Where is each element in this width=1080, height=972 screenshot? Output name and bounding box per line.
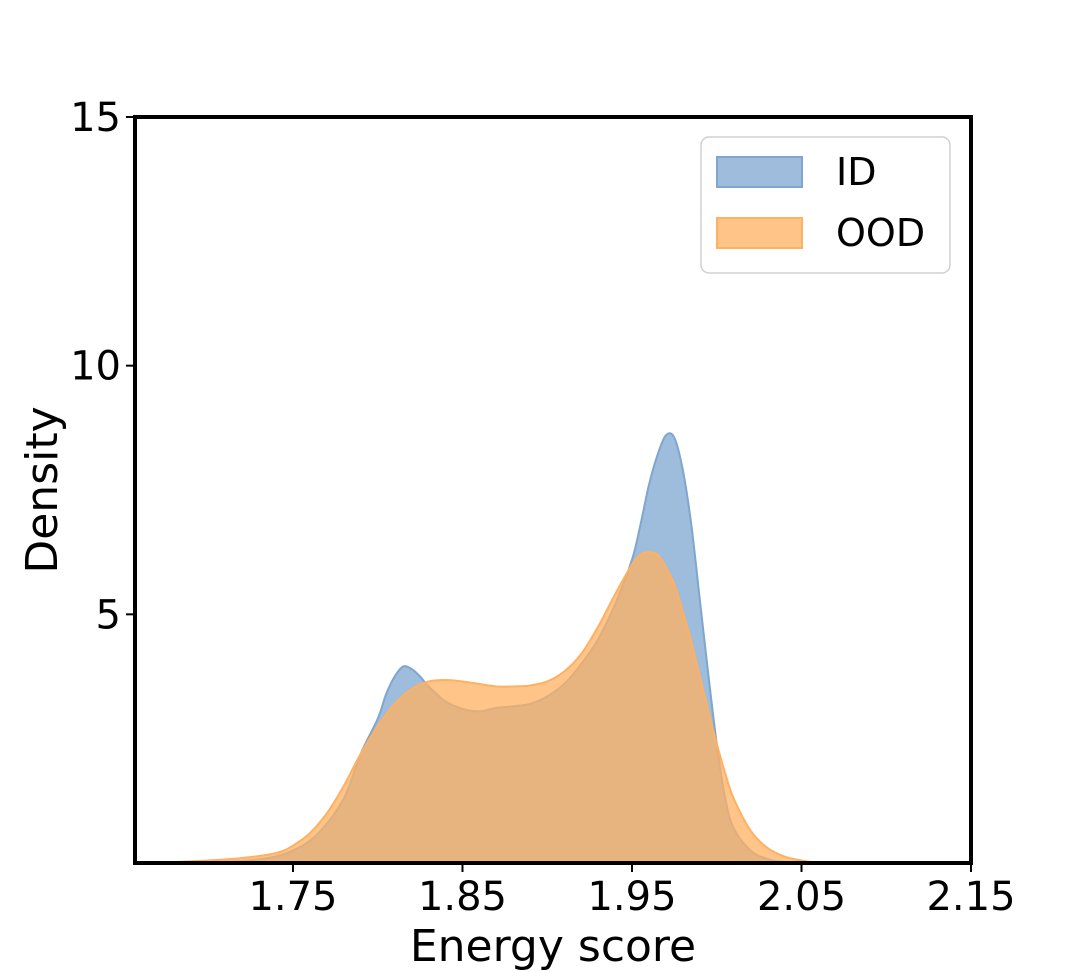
legend-swatch-ood (716, 217, 803, 249)
legend-label-id: ID (836, 150, 876, 194)
axis-ticks: 1.75 1.85 1.95 2.05 2.15 5 10 15 (70, 95, 1015, 920)
x-tick-label: 1.95 (587, 874, 676, 920)
legend: ID OOD (700, 136, 951, 274)
x-tick-label: 1.85 (418, 874, 507, 920)
x-tick-label: 2.15 (926, 874, 1015, 920)
density-area-ood (148, 551, 819, 864)
density-areas (148, 432, 819, 864)
legend-label-ood: OOD (836, 211, 925, 255)
x-axis-label: Energy score (410, 921, 696, 972)
y-tick-label: 15 (70, 95, 121, 141)
plot-frame (133, 115, 973, 865)
x-tick-label: 2.05 (757, 874, 846, 920)
x-tick-label: 1.75 (248, 874, 337, 920)
y-axis-label: Density (17, 406, 68, 573)
legend-swatch-id (716, 156, 803, 188)
y-tick-label: 5 (96, 592, 121, 638)
y-tick-label: 10 (70, 344, 121, 390)
